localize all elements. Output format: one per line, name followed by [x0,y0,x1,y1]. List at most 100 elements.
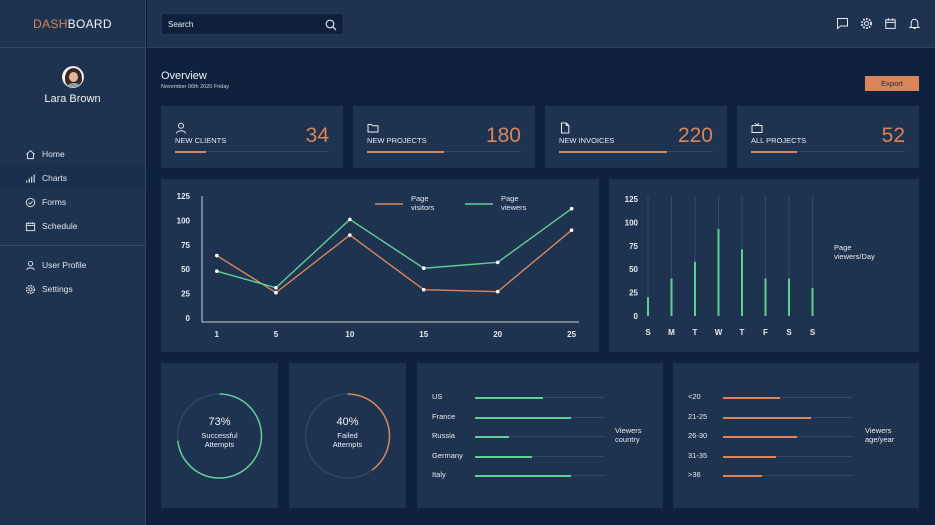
user-icon [25,260,36,271]
sidebar-item-settings[interactable]: Settings [0,277,145,301]
stat-label: ALL PROJECTS [751,136,807,145]
sidebar-item-charts[interactable]: Charts [0,166,145,190]
logo[interactable]: DASH BOARD [0,0,145,48]
data-point [569,206,574,211]
stat-card-new-clients[interactable]: NEW CLIENTS 34 [161,106,343,168]
gear-icon[interactable] [860,17,873,30]
bar-track [723,475,853,476]
sidebar-divider [0,245,145,246]
x-tick-label: T [693,328,698,337]
data-point [214,253,219,258]
y-tick-label: 75 [181,241,190,250]
bar-label: >36 [688,470,701,479]
sidebar-item-forms[interactable]: Forms [0,190,145,214]
bar-fill [723,475,762,477]
ring-progress [176,393,263,479]
viewers-age-title-line: age/year [865,435,895,444]
search-icon[interactable] [325,18,337,36]
profile: Lara Brown [0,48,145,142]
data-point [274,285,278,290]
viewers-country-title-line: Viewers [615,426,642,435]
stat-value: 180 [485,124,521,147]
home-icon [25,149,36,160]
stat-card-all-projects[interactable]: ALL PROJECTS 52 [737,106,919,168]
sidebar-nav: Home Charts Forms Schedule [0,142,145,238]
sidebar-item-label: Forms [42,197,67,207]
legend-label: viewers [501,203,527,212]
stat-progress-track [751,151,905,152]
bar-label: Italy [432,470,446,479]
data-point [214,269,219,273]
bell-icon[interactable] [908,17,921,30]
user-name: Lara Brown [44,93,101,105]
sidebar-item-schedule[interactable]: Schedule [0,214,145,238]
bar-track [723,455,853,457]
bar-fill [475,397,543,399]
stat-card-new-invoices[interactable]: NEW INVOICES 220 [545,106,727,168]
export-button[interactable]: Export [865,76,919,91]
search-input[interactable] [162,19,322,29]
ring-caption-line: Failed [337,431,358,440]
bar-fill [723,397,781,399]
calendar-icon[interactable] [884,17,897,30]
calendar-icon [25,221,36,232]
x-tick-label: 15 [419,330,428,339]
ring-percent: 40% [336,416,359,428]
bar-fill [475,436,509,438]
bar-label: 21-25 [688,411,708,421]
ring-caption: Failed Attempts [289,431,406,449]
viewers-age-title-line: Viewers [865,426,892,435]
series-line [216,208,573,289]
bar-fill [475,416,572,419]
folder-icon [367,121,379,139]
x-tick-label: 25 [567,330,576,339]
bar-fill [475,475,572,477]
data-point [421,266,426,271]
y-tick-label: 25 [629,289,638,298]
bar-track [475,436,605,437]
bar-label: <20 [688,392,701,401]
stat-progress-fill [559,151,667,153]
viewers-age-card: Viewers age/year <20 21-25 26-30 31-35 >36 [673,363,919,508]
user-icon [175,121,187,139]
failed-ring-chart [304,393,391,479]
x-tick-label: S [810,328,816,337]
check-circle-icon [25,197,36,208]
stat-label: NEW CLIENTS [175,136,227,145]
ring-percent: 73% [208,416,231,428]
stat-progress-fill [367,151,444,153]
data-point [421,287,426,292]
bar-chart-label: Page viewers/Day [834,243,875,261]
bar-label: US [432,392,443,401]
stat-card-new-projects[interactable]: NEW PROJECTS 180 [353,106,535,168]
ring-progress [304,393,391,479]
stat-label: NEW PROJECTS [367,136,427,145]
ring-caption: Successful Attempts [161,431,278,449]
bar-label: Germany [432,450,463,460]
page-date: November 06th 2020 Friday [161,84,230,90]
logo-accent: DASH [33,16,68,31]
sidebar-item-label: Home [42,149,65,159]
stat-progress-fill [175,151,206,153]
x-tick-label: 1 [215,330,220,339]
avatar[interactable] [61,66,84,88]
sidebar-item-home[interactable]: Home [0,142,145,166]
bar-label: 31-35 [688,450,708,460]
chat-icon[interactable] [836,17,849,30]
bar-fill [475,455,533,458]
y-tick-label: 75 [629,242,638,251]
viewers-country-title: Viewers country [615,426,642,444]
x-tick-label: 5 [274,330,279,339]
line-chart-card: 0 25 50 75 100 125 1 5 10 15 20 25 Page visitors Page v… [161,179,599,352]
tv-icon [751,121,763,139]
y-tick-label: 50 [181,265,190,274]
x-tick-label: T [740,328,745,337]
sidebar-item-label: Schedule [42,221,78,231]
stat-value: 34 [305,124,329,147]
ring-caption-line: Attempts [332,440,363,449]
sidebar-item-user-profile[interactable]: User Profile [0,253,145,277]
sidebar-item-label: User Profile [42,260,87,270]
data-point [348,217,352,222]
bar-chart-icon [25,173,36,184]
